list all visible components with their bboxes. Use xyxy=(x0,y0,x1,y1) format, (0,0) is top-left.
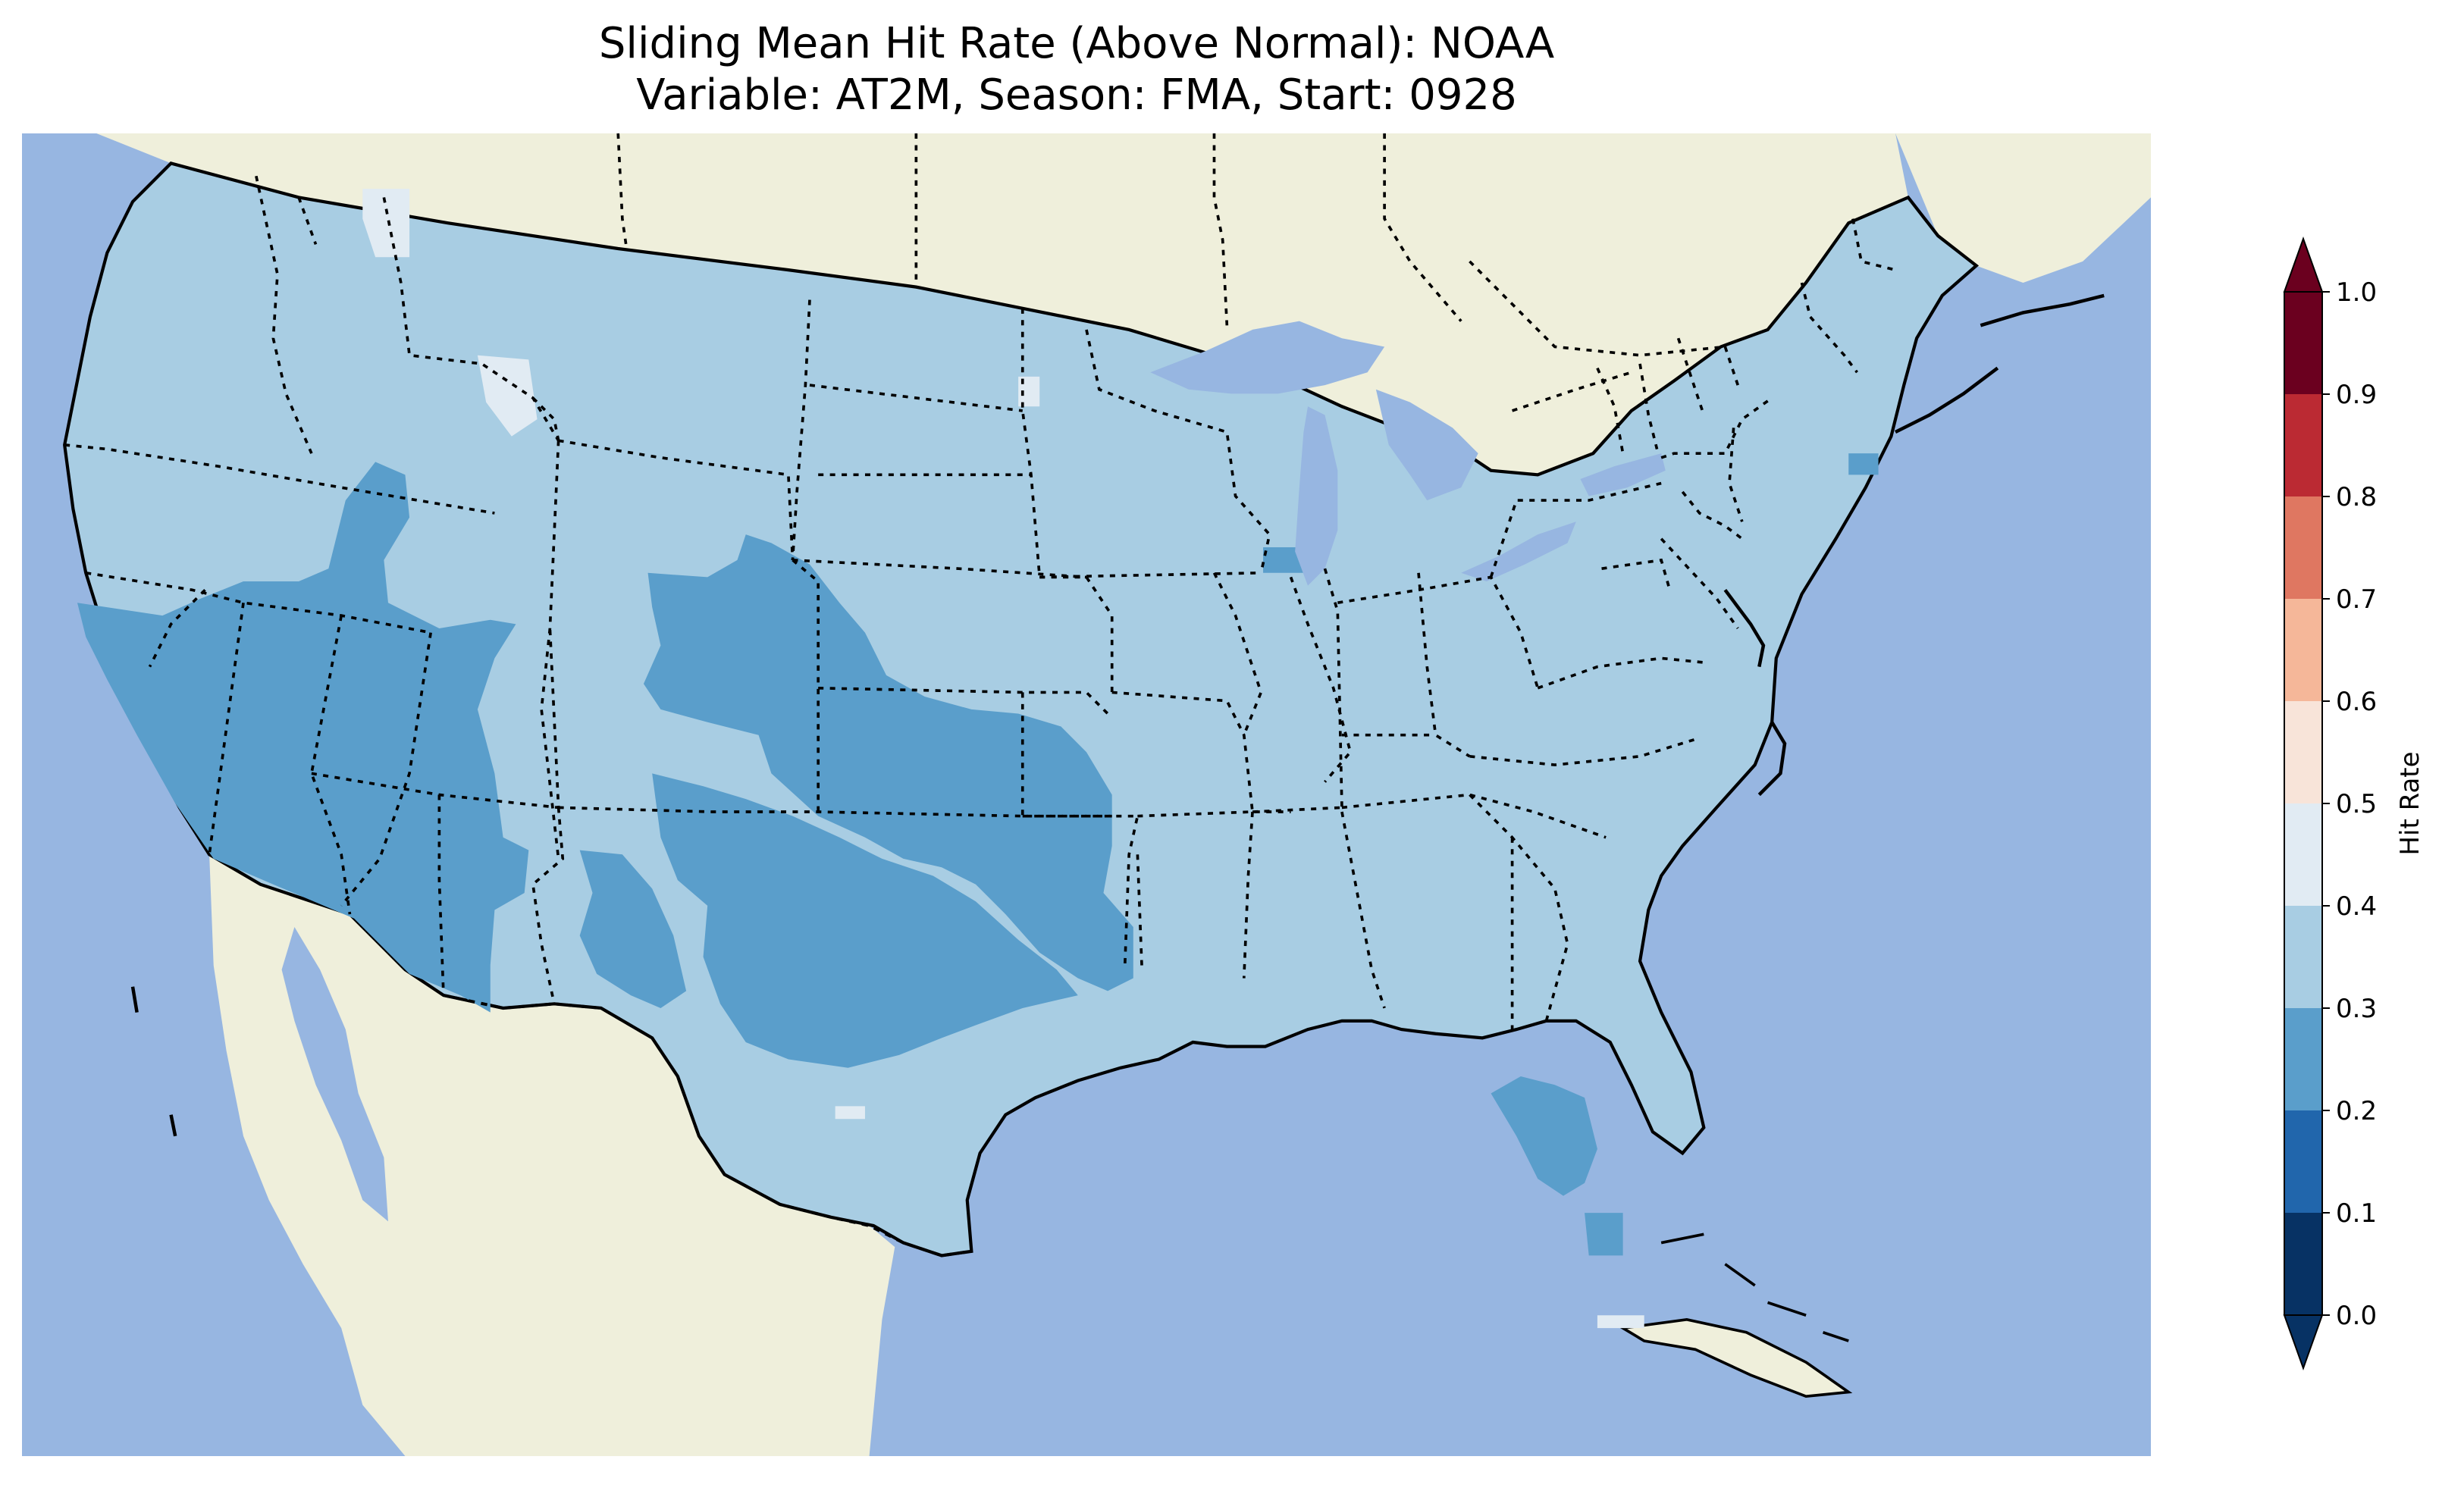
cuba-land xyxy=(1619,1318,1853,1398)
gulf-of-california xyxy=(281,927,388,1222)
colorbar-tick-label-9: 0.9 xyxy=(2336,380,2377,410)
map-title-line-2: Variable: AT2M, Season: FMA, Start: 0928 xyxy=(636,70,1517,120)
colorbar-bin-0 xyxy=(2284,1213,2322,1315)
colorbar-tick-label-0: 0.0 xyxy=(2336,1301,2377,1331)
colorbar: 0.0 0.1 0.2 0.3 0.4 0.5 0.6 0.7 0.8 0.9 1.0 Hit Ra… xyxy=(2283,236,2425,1370)
hit-rate-0.2-0.3-regions xyxy=(77,453,1879,1256)
idaho-montana-patch xyxy=(477,355,538,437)
state-borders xyxy=(64,133,1896,1030)
colorbar-tick-label-4: 0.4 xyxy=(2336,891,2377,922)
colorbar-tick-label-6: 0.6 xyxy=(2336,687,2377,717)
central-plains-region xyxy=(643,534,1133,991)
southwest-region xyxy=(77,462,529,1013)
colorbar-tick-label-1: 0.1 xyxy=(2336,1198,2377,1229)
florida-region xyxy=(1491,1076,1597,1196)
florida-offshore-patch xyxy=(1597,1315,1644,1329)
great-lakes xyxy=(1150,321,1666,586)
mexico-land xyxy=(209,854,895,1456)
lake-superior xyxy=(1150,321,1385,394)
north-idaho-patch xyxy=(362,189,410,258)
colorbar-tick-label-2: 0.2 xyxy=(2336,1096,2377,1126)
colorbar-extend-high xyxy=(2283,236,2324,293)
colorbar-bin-8 xyxy=(2284,394,2322,496)
southern-plains-region xyxy=(652,773,1078,1068)
colorbar-bin-5 xyxy=(2284,701,2322,803)
colorbar-tick-label-7: 0.7 xyxy=(2336,584,2377,615)
colorbar-frame xyxy=(2284,291,2323,1316)
international-borders xyxy=(443,994,972,1258)
maine-coast-patch xyxy=(1848,453,1879,475)
lake-huron xyxy=(1375,389,1478,501)
colorbar-bin-9 xyxy=(2284,292,2322,394)
colorbar-bin-7 xyxy=(2284,496,2322,599)
florida-keys-patch xyxy=(1585,1213,1623,1256)
colorbar-tick-label-5: 0.5 xyxy=(2336,789,2377,819)
colorbar-bin-2 xyxy=(2284,1008,2322,1110)
colorbar-label: Hit Rate xyxy=(2395,751,2425,855)
gulf-coast-patch xyxy=(835,1106,865,1120)
lake-ontario xyxy=(1580,453,1666,496)
colorbar-tick-label-3: 0.3 xyxy=(2336,994,2377,1024)
colorbar-bin-3 xyxy=(2284,906,2322,1008)
coastline-detail xyxy=(130,293,2105,1137)
colorbar-ticks: 0.0 0.1 0.2 0.3 0.4 0.5 0.6 0.7 0.8 0.9 1.0 xyxy=(2322,277,2377,1331)
colorbar-extend-low xyxy=(2283,1314,2324,1370)
lake-erie xyxy=(1461,521,1576,582)
bahamas-land xyxy=(1660,1232,1849,1342)
colorbar-tick-label-8: 0.8 xyxy=(2336,482,2377,512)
colorbar-bin-4 xyxy=(2284,803,2322,906)
maritimes-land xyxy=(1895,133,2151,283)
hit-rate-0.4-0.5-regions xyxy=(362,189,1644,1329)
colorbar-bin-6 xyxy=(2284,599,2322,701)
colorbar-bin-1 xyxy=(2284,1110,2322,1213)
chicago-patch xyxy=(1263,547,1304,573)
lake-michigan xyxy=(1295,406,1338,586)
colorbar-tick-label-10: 1.0 xyxy=(2336,277,2377,308)
west-texas-region xyxy=(579,850,687,1008)
map-title-line-1: Sliding Mean Hit Rate (Above Normal): NO… xyxy=(598,19,1555,68)
map-panel xyxy=(22,133,2151,1456)
conus-land xyxy=(63,161,1980,1258)
colorbar-bins xyxy=(2283,236,2324,1370)
